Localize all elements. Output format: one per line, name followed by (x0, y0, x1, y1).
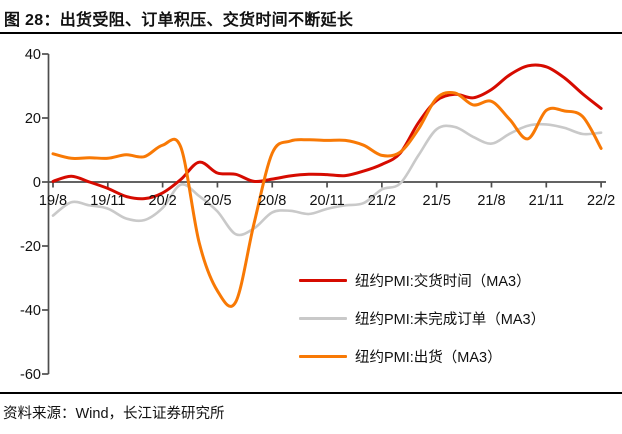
legend-label: 纽约PMI:未完成订单（MA3） (355, 312, 546, 328)
figure-title: 图 28：出货受阻、订单积压、交货时间不断延长 (4, 12, 354, 29)
x-axis-tick-label: 21/11 (529, 193, 564, 209)
x-axis-tick-label: 19/11 (90, 193, 125, 209)
legend-label: 纽约PMI:交货时间（MA3） (355, 274, 531, 290)
x-axis-tick-label: 20/5 (203, 193, 231, 209)
series-line (51, 63, 603, 201)
x-axis-tick-label: 19/8 (39, 193, 67, 209)
legend-line-swatch-red (299, 278, 347, 283)
x-axis-tick-label: 20/8 (258, 193, 286, 209)
y-axis-tick-label: -60 (20, 367, 41, 383)
y-axis-tick-label: 0 (33, 175, 41, 191)
x-axis-tick-label: 21/2 (368, 193, 396, 209)
x-axis-tick-label: 20/11 (309, 193, 344, 209)
legend-item-shipments: 纽约PMI:出货（MA3） (299, 345, 545, 368)
y-axis-tick-label: -20 (20, 239, 41, 255)
x-axis-tick-label: 20/2 (149, 193, 177, 209)
x-axis-tick-label: 21/5 (423, 193, 451, 209)
source-note: 资料来源：Wind，长江证券研究所 (3, 406, 225, 422)
title-divider (0, 32, 622, 34)
legend-label: 纽约PMI:出货（MA3） (355, 350, 502, 366)
series-line (51, 122, 603, 237)
x-axis-tick-label: 21/8 (477, 193, 505, 209)
y-axis-tick-label: -40 (20, 303, 41, 319)
chart-legend: 纽约PMI:交货时间（MA3） 纽约PMI:未完成订单（MA3） 纽约PMI:出… (299, 269, 545, 368)
series-line (51, 90, 603, 308)
legend-line-swatch-orange (299, 354, 347, 359)
y-axis-tick-label: 40 (25, 47, 41, 63)
legend-line-swatch-gray (299, 316, 347, 321)
y-axis-tick-label: 20 (25, 111, 41, 127)
footer-divider (0, 392, 622, 394)
legend-item-delivery-time: 纽约PMI:交货时间（MA3） (299, 269, 545, 292)
legend-item-unfilled-orders: 纽约PMI:未完成订单（MA3） (299, 307, 545, 330)
x-axis-tick-label: 22/2 (587, 193, 615, 209)
